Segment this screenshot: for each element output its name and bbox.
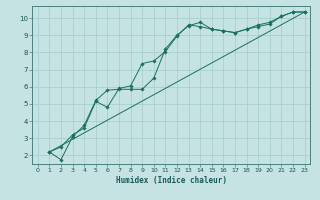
X-axis label: Humidex (Indice chaleur): Humidex (Indice chaleur): [116, 176, 227, 185]
